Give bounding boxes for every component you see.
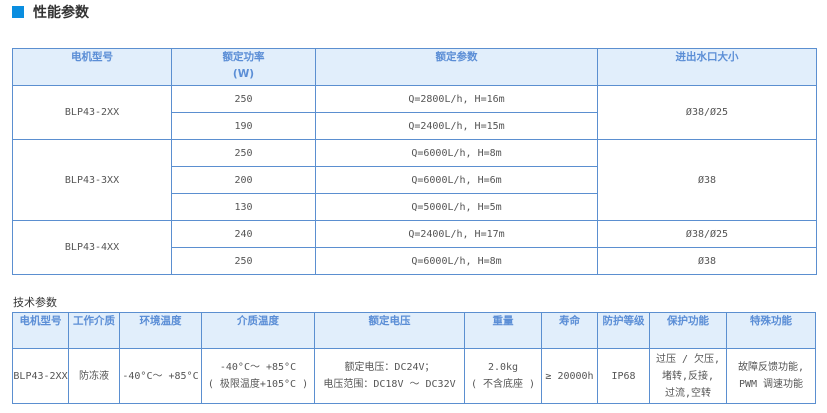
power-cell: 250	[171, 139, 316, 167]
param-cell: Q=2400L/h, H=15m	[315, 112, 598, 140]
power-cell: 200	[171, 166, 316, 194]
header-medium-temp: 介质温度	[201, 312, 315, 349]
table-row: BLP43-3XX 250 Q=6000L/h, H=8m Ø38	[12, 139, 817, 221]
header-port: 进出水口大小	[597, 48, 817, 86]
model-cell: BLP43-2XX	[12, 85, 172, 140]
header-medium: 工作介质	[68, 312, 120, 349]
medium-temp-cell: -40°C～ +85°C( 极限温度+105°C )	[201, 348, 315, 404]
section-title: 性能参数	[12, 2, 89, 22]
port-cell: Ø38/Ø25	[597, 220, 817, 248]
param-cell: Q=6000L/h, H=6m	[315, 166, 598, 194]
port-cell: Ø38/Ø25	[597, 85, 817, 140]
table-row: BLP43-4XX 240 Q=2400L/h, H=17m Ø38/Ø25	[12, 220, 817, 275]
header-params: 额定参数	[315, 48, 598, 86]
param-cell: Q=2400L/h, H=17m	[315, 220, 598, 248]
table-row: BLP43-2XX 防冻液 -40°C～ +85°C -40°C～ +85°C(…	[12, 348, 816, 404]
header-ip: 防护等级	[597, 312, 650, 349]
special-cell: 故障反馈功能, PWM 调速功能	[726, 348, 816, 404]
header-power: 额定功率 (W)	[171, 48, 316, 86]
power-cell: 190	[171, 112, 316, 140]
header-life: 寿命	[541, 312, 598, 349]
ambient-cell: -40°C～ +85°C	[119, 348, 202, 404]
header-protection: 保护功能	[649, 312, 727, 349]
power-cell: 130	[171, 193, 316, 221]
power-cell: 250	[171, 85, 316, 113]
port-cell: Ø38	[597, 247, 817, 275]
header-model: 电机型号	[12, 312, 69, 349]
weight-cell: 2.0kg( 不含底座 )	[464, 348, 542, 404]
model-cell: BLP43-4XX	[12, 220, 172, 275]
performance-table: 电机型号 额定功率 (W) 额定参数 进出水口大小 BLP43-2XX 250 Q…	[12, 48, 817, 275]
param-cell: Q=2800L/h, H=16m	[315, 85, 598, 113]
protection-cell: 过压 / 欠压, 堵转,反接, 过流,空转	[649, 348, 727, 404]
tech-table: 电机型号 工作介质 环境温度 介质温度 额定电压 重量 寿命 防护等级 保护功能…	[12, 312, 816, 404]
life-cell: ≥ 20000h	[541, 348, 598, 404]
power-cell: 250	[171, 247, 316, 275]
table-row: 250 Q=6000L/h, H=8m Ø38	[13, 247, 817, 275]
medium-cell: 防冻液	[68, 348, 120, 404]
param-cell: Q=6000L/h, H=8m	[315, 139, 598, 167]
header-special: 特殊功能	[726, 312, 816, 349]
tech-title: 技术参数	[13, 296, 57, 309]
ip-cell: IP68	[597, 348, 650, 404]
header-weight: 重量	[464, 312, 542, 349]
model-cell: BLP43-2XX	[12, 348, 69, 404]
param-cell: Q=5000L/h, H=5m	[315, 193, 598, 221]
model-cell: BLP43-3XX	[12, 139, 172, 221]
table-header-row: 电机型号 额定功率 (W) 额定参数 进出水口大小	[12, 48, 817, 86]
header-model: 电机型号	[12, 48, 172, 86]
table-row: BLP43-2XX 250 Q=2800L/h, H=16m Ø38/Ø25	[12, 85, 817, 140]
port-cell: Ø38	[597, 139, 817, 221]
header-ambient: 环境温度	[119, 312, 202, 349]
section-marker-icon	[12, 6, 24, 18]
header-voltage: 额定电压	[314, 312, 465, 349]
voltage-cell: 额定电压：DC24V； 电压范围：DC18V ～ DC32V	[314, 348, 465, 404]
table-row: 130 Q=5000L/h, H=5m	[13, 193, 817, 221]
table-header-row: 电机型号 工作介质 环境温度 介质温度 额定电压 重量 寿命 防护等级 保护功能…	[12, 312, 816, 349]
param-cell: Q=6000L/h, H=8m	[315, 247, 598, 275]
power-cell: 240	[171, 220, 316, 248]
